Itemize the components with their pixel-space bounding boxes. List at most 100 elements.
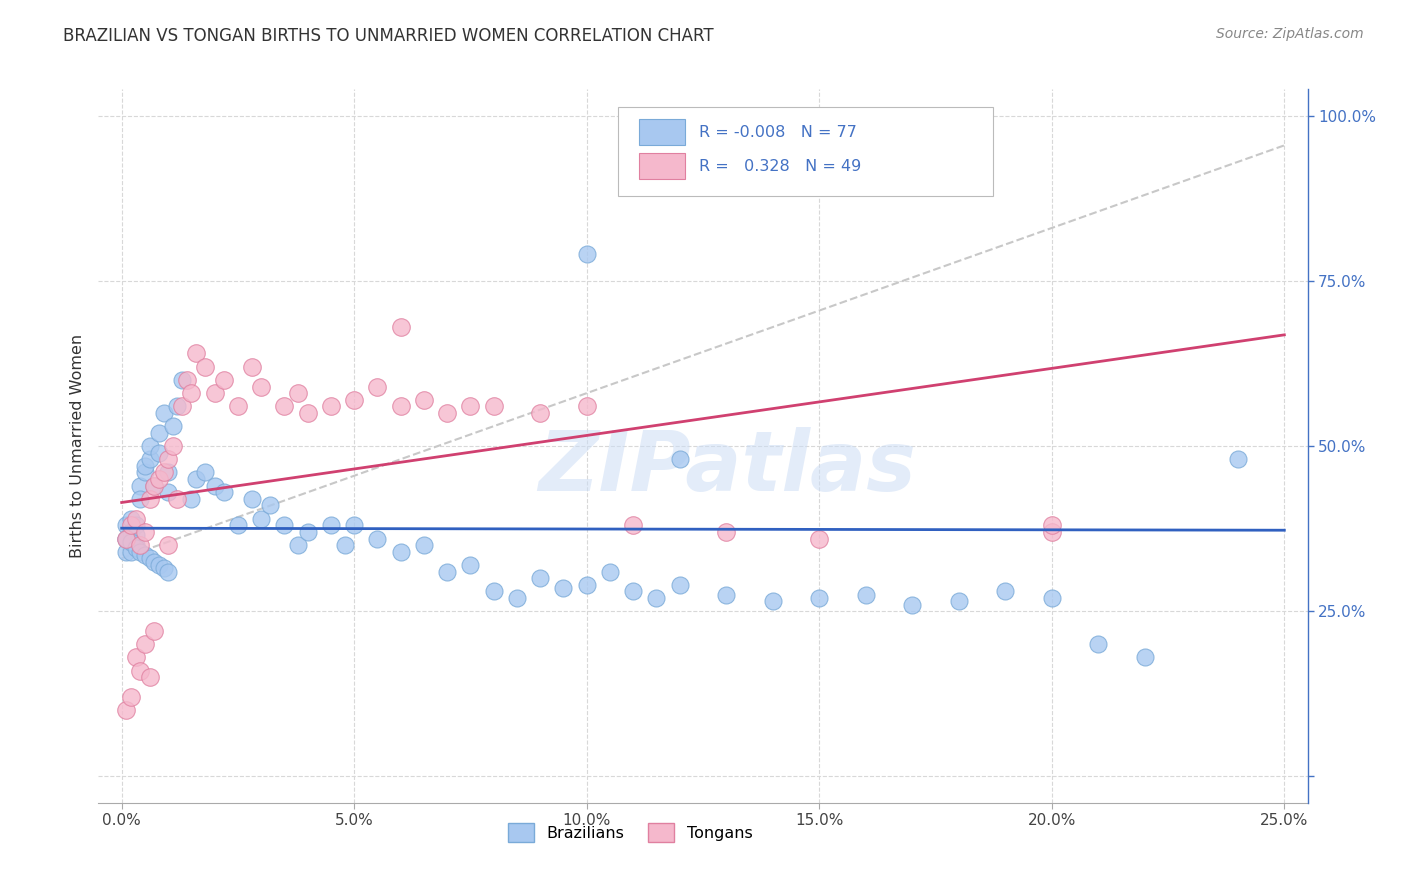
Point — [668, 578, 690, 592]
Point — [134, 458, 156, 473]
Point — [124, 538, 146, 552]
Point — [120, 690, 142, 704]
Point — [297, 524, 319, 539]
Point — [115, 532, 138, 546]
Point — [287, 386, 309, 401]
Point — [180, 386, 202, 401]
Point — [506, 591, 529, 605]
Point — [172, 400, 194, 414]
Point — [148, 445, 170, 459]
Text: ZIPatlas: ZIPatlas — [538, 427, 917, 508]
FancyBboxPatch shape — [638, 153, 685, 179]
Point — [172, 373, 194, 387]
Point — [553, 581, 575, 595]
Point — [157, 466, 180, 480]
Point — [482, 400, 505, 414]
Point — [115, 532, 138, 546]
Point — [115, 532, 138, 546]
Point — [389, 545, 412, 559]
Point — [134, 524, 156, 539]
Point — [948, 594, 970, 608]
Point — [184, 472, 207, 486]
Point — [808, 532, 831, 546]
Point — [994, 584, 1017, 599]
Point — [143, 478, 166, 492]
Point — [148, 472, 170, 486]
Point — [240, 359, 263, 374]
Point — [115, 545, 138, 559]
Point — [645, 591, 668, 605]
Point — [120, 545, 142, 559]
Point — [157, 565, 180, 579]
Point — [115, 703, 138, 717]
Point — [413, 538, 436, 552]
Point — [180, 491, 202, 506]
Legend: Brazilians, Tongans: Brazilians, Tongans — [502, 817, 759, 848]
Point — [389, 400, 412, 414]
Point — [621, 584, 644, 599]
Point — [120, 534, 142, 549]
Point — [134, 548, 156, 562]
Text: R = -0.008   N = 77: R = -0.008 N = 77 — [699, 125, 858, 139]
Point — [808, 591, 831, 605]
FancyBboxPatch shape — [638, 120, 685, 145]
Point — [129, 491, 152, 506]
Point — [143, 555, 166, 569]
Point — [226, 518, 249, 533]
Point — [389, 320, 412, 334]
Point — [166, 400, 188, 414]
Point — [120, 534, 142, 549]
Point — [1040, 591, 1063, 605]
Point — [176, 373, 198, 387]
Point — [482, 584, 505, 599]
Point — [138, 491, 160, 506]
Point — [157, 485, 180, 500]
Point — [157, 452, 180, 467]
Point — [1226, 452, 1249, 467]
Point — [120, 524, 142, 539]
Point — [250, 511, 273, 525]
Point — [166, 491, 188, 506]
Point — [366, 379, 388, 393]
Point — [343, 392, 366, 407]
Point — [152, 466, 174, 480]
Text: Source: ZipAtlas.com: Source: ZipAtlas.com — [1216, 27, 1364, 41]
Point — [529, 406, 551, 420]
Point — [668, 452, 690, 467]
Point — [287, 538, 309, 552]
Point — [226, 400, 249, 414]
Point — [1040, 518, 1063, 533]
Point — [212, 373, 235, 387]
Point — [413, 392, 436, 407]
Point — [297, 406, 319, 420]
Point — [115, 518, 138, 533]
Point — [575, 400, 598, 414]
Point — [138, 439, 160, 453]
Point — [162, 439, 184, 453]
Point — [134, 466, 156, 480]
FancyBboxPatch shape — [619, 107, 993, 196]
Point — [319, 400, 342, 414]
Point — [204, 478, 226, 492]
Point — [460, 558, 482, 572]
Point — [134, 637, 156, 651]
Point — [120, 511, 142, 525]
Point — [240, 491, 263, 506]
Point — [250, 379, 273, 393]
Point — [436, 406, 458, 420]
Point — [143, 624, 166, 638]
Point — [143, 478, 166, 492]
Point — [762, 594, 785, 608]
Point — [124, 528, 146, 542]
Point — [319, 518, 342, 533]
Point — [529, 571, 551, 585]
Point — [129, 545, 152, 559]
Point — [343, 518, 366, 533]
Point — [138, 452, 160, 467]
Point — [212, 485, 235, 500]
Point — [194, 466, 217, 480]
Point — [124, 518, 146, 533]
Point — [152, 406, 174, 420]
Point — [204, 386, 226, 401]
Point — [138, 551, 160, 566]
